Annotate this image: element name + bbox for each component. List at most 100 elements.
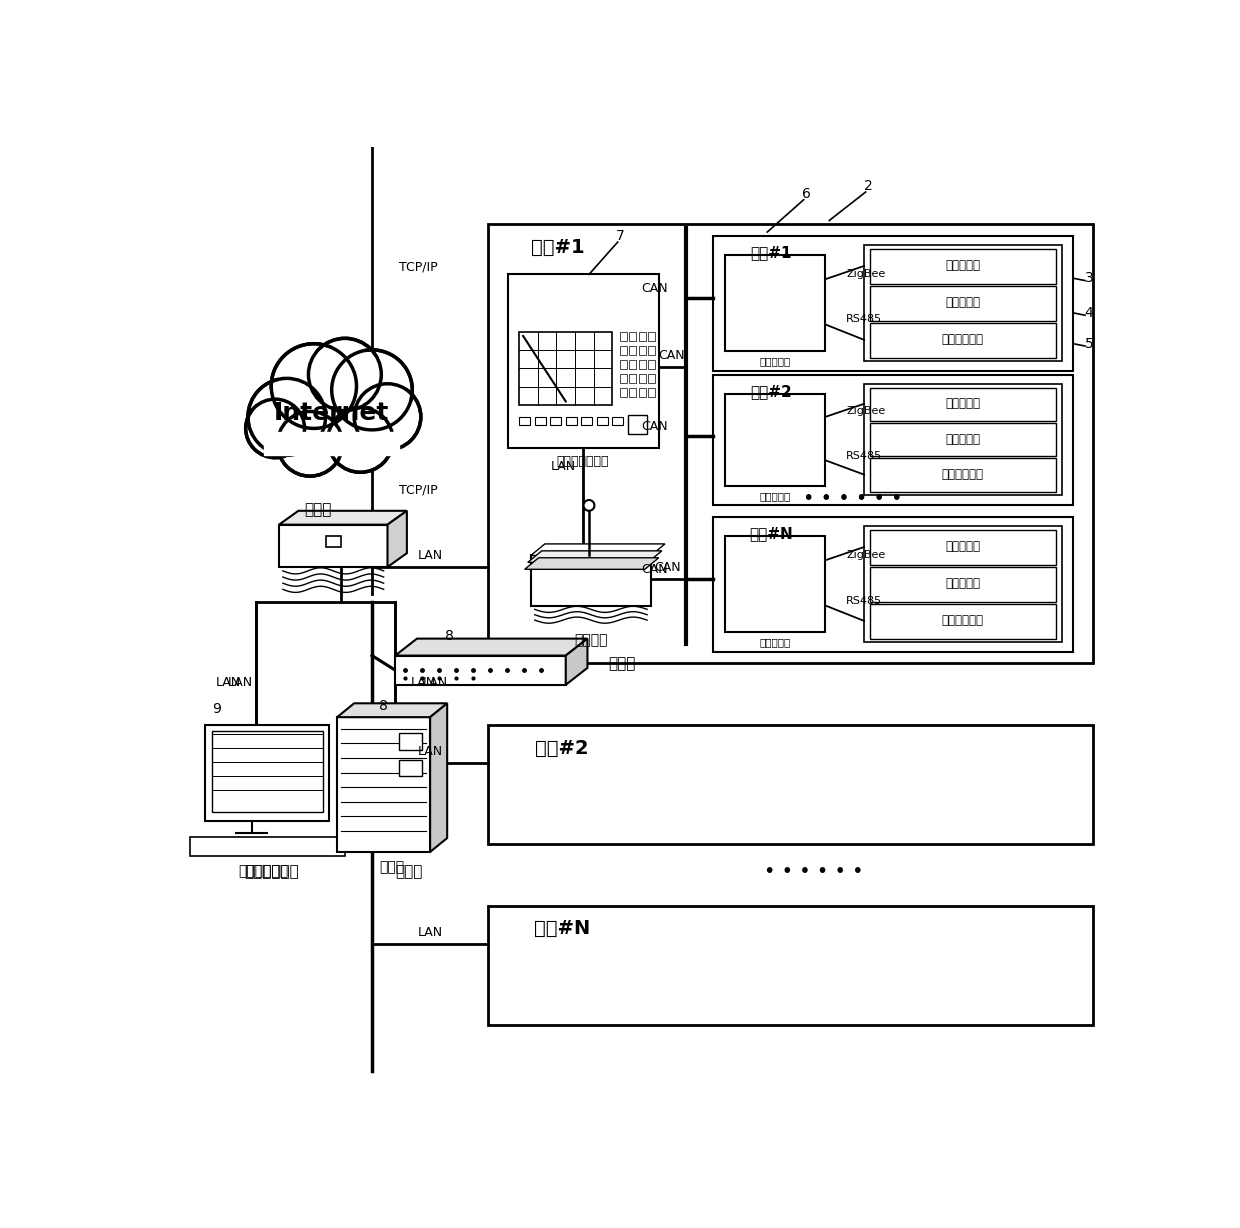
Circle shape <box>314 344 376 405</box>
Polygon shape <box>337 704 448 717</box>
Text: • • • • • •: • • • • • • <box>764 862 863 880</box>
Polygon shape <box>525 558 658 570</box>
FancyBboxPatch shape <box>596 416 608 425</box>
FancyBboxPatch shape <box>620 373 627 383</box>
Text: 设备传感器: 设备传感器 <box>945 432 980 446</box>
Polygon shape <box>396 639 588 656</box>
FancyBboxPatch shape <box>629 388 636 397</box>
FancyBboxPatch shape <box>206 725 330 822</box>
FancyBboxPatch shape <box>870 604 1055 639</box>
Text: 工业控制计算机: 工业控制计算机 <box>557 456 609 468</box>
Text: 设备传感器: 设备传感器 <box>945 577 980 591</box>
FancyBboxPatch shape <box>520 416 531 425</box>
Text: 2: 2 <box>863 179 873 193</box>
Text: 工厂监控中心: 工厂监控中心 <box>238 865 289 878</box>
FancyBboxPatch shape <box>713 517 1074 652</box>
FancyBboxPatch shape <box>870 286 1055 321</box>
Text: CAN: CAN <box>655 560 681 573</box>
Text: 现场传感器: 现场传感器 <box>945 398 980 410</box>
Text: 8: 8 <box>445 629 454 643</box>
Polygon shape <box>263 432 399 456</box>
Text: 服务器: 服务器 <box>378 861 404 874</box>
Polygon shape <box>387 511 407 567</box>
FancyBboxPatch shape <box>489 906 1092 1025</box>
Circle shape <box>278 350 350 422</box>
Text: RS485: RS485 <box>846 314 882 324</box>
FancyBboxPatch shape <box>565 416 577 425</box>
Circle shape <box>272 344 357 429</box>
Circle shape <box>332 413 388 468</box>
FancyBboxPatch shape <box>620 346 627 355</box>
Text: 信息扫描终端: 信息扫描终端 <box>941 614 983 628</box>
Text: 工位控制器: 工位控制器 <box>759 491 791 501</box>
Circle shape <box>254 384 320 449</box>
FancyBboxPatch shape <box>870 422 1055 456</box>
Text: TCP/IP: TCP/IP <box>399 484 438 496</box>
Text: ZigBee: ZigBee <box>846 269 885 279</box>
Text: 服务器: 服务器 <box>396 863 423 879</box>
FancyBboxPatch shape <box>639 346 646 355</box>
FancyBboxPatch shape <box>399 759 423 776</box>
Text: 3: 3 <box>1085 271 1094 285</box>
FancyBboxPatch shape <box>620 388 627 397</box>
FancyBboxPatch shape <box>639 388 646 397</box>
Circle shape <box>355 383 420 449</box>
FancyBboxPatch shape <box>649 332 655 341</box>
FancyBboxPatch shape <box>864 246 1061 361</box>
Text: CAN: CAN <box>641 420 668 433</box>
Text: 5: 5 <box>1085 336 1094 351</box>
FancyBboxPatch shape <box>649 346 655 355</box>
FancyBboxPatch shape <box>629 360 636 370</box>
Text: LAN: LAN <box>418 549 443 562</box>
FancyBboxPatch shape <box>649 360 655 370</box>
FancyBboxPatch shape <box>325 537 341 546</box>
FancyBboxPatch shape <box>870 323 1055 357</box>
FancyBboxPatch shape <box>629 332 636 341</box>
Text: LAN: LAN <box>418 745 443 759</box>
Circle shape <box>337 356 407 424</box>
Text: LAN: LAN <box>228 675 253 689</box>
Text: 工位控制器: 工位控制器 <box>759 637 791 647</box>
Text: 交换机: 交换机 <box>609 657 636 672</box>
FancyBboxPatch shape <box>724 255 826 351</box>
FancyBboxPatch shape <box>870 458 1055 491</box>
Text: 设备传感器: 设备传感器 <box>945 296 980 309</box>
Text: 信息扫描终端: 信息扫描终端 <box>941 468 983 481</box>
Text: 工厂监控中心: 工厂监控中心 <box>244 863 299 879</box>
Text: 车间#1: 车间#1 <box>531 238 585 257</box>
Text: 车间#2: 车间#2 <box>536 738 589 758</box>
Text: 9: 9 <box>212 702 222 716</box>
Circle shape <box>327 408 393 473</box>
Text: 8: 8 <box>379 699 388 712</box>
FancyBboxPatch shape <box>864 527 1061 642</box>
Text: 信息扫描终端: 信息扫描终端 <box>941 333 983 346</box>
FancyBboxPatch shape <box>870 530 1055 565</box>
Circle shape <box>250 404 300 453</box>
Circle shape <box>309 339 382 410</box>
Text: 7: 7 <box>615 228 625 243</box>
Circle shape <box>360 389 415 445</box>
Text: LAN: LAN <box>418 926 443 939</box>
FancyBboxPatch shape <box>489 725 1092 844</box>
FancyBboxPatch shape <box>212 731 324 812</box>
FancyBboxPatch shape <box>620 360 627 370</box>
Text: LAN: LAN <box>551 460 577 474</box>
FancyBboxPatch shape <box>639 373 646 383</box>
FancyBboxPatch shape <box>613 416 624 425</box>
Polygon shape <box>396 656 565 685</box>
Text: LAN: LAN <box>216 675 242 689</box>
FancyBboxPatch shape <box>190 836 345 856</box>
Circle shape <box>584 500 594 511</box>
Polygon shape <box>531 544 665 555</box>
Text: LAN: LAN <box>410 675 436 689</box>
FancyBboxPatch shape <box>489 225 1092 663</box>
Text: CAN: CAN <box>658 349 686 362</box>
Circle shape <box>246 399 305 458</box>
Text: LAN: LAN <box>423 675 448 689</box>
FancyBboxPatch shape <box>724 394 826 486</box>
FancyBboxPatch shape <box>639 332 646 341</box>
FancyBboxPatch shape <box>649 388 655 397</box>
FancyBboxPatch shape <box>870 567 1055 602</box>
Text: 车间#N: 车间#N <box>533 920 590 938</box>
Circle shape <box>278 411 342 476</box>
